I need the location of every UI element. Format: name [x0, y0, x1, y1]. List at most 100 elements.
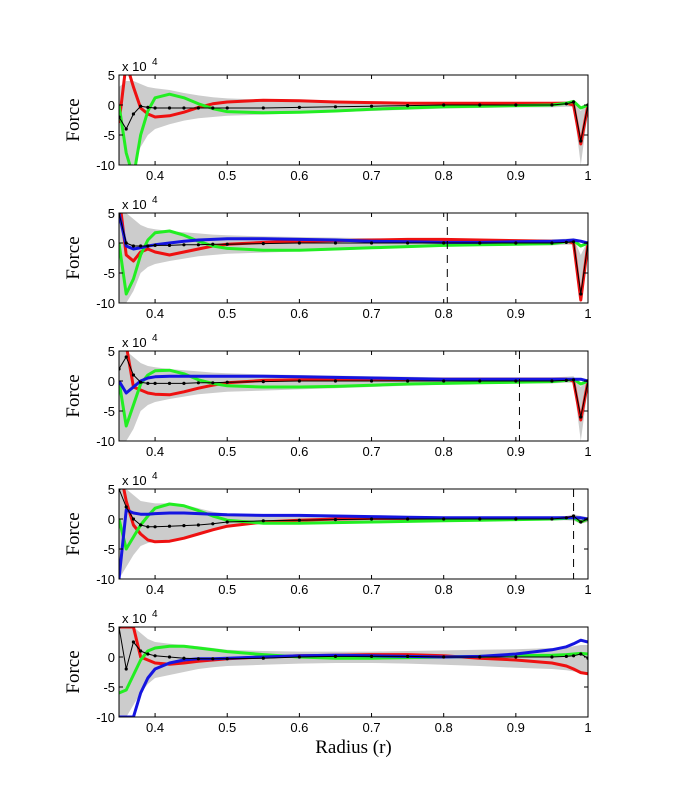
- series-marker: [167, 381, 172, 385]
- series-marker: [211, 522, 215, 526]
- series-marker: [146, 525, 150, 529]
- series-marker: [182, 106, 186, 110]
- y-axis-label: Force: [63, 512, 84, 555]
- series-marker: [564, 378, 568, 382]
- series-marker: [579, 520, 583, 524]
- y-axis-label: Force: [63, 374, 84, 417]
- band: [119, 489, 588, 579]
- series-marker: [571, 654, 576, 658]
- x-tick-label: 0.6: [290, 720, 308, 735]
- plot-area: [119, 213, 588, 303]
- series-marker: [514, 379, 518, 383]
- series-marker: [478, 241, 482, 245]
- x-tick-label: 1: [584, 444, 591, 459]
- series-marker: [139, 244, 143, 248]
- axes-box: [118, 74, 589, 166]
- x-tick-label: 0.4: [146, 720, 164, 735]
- x-tick-label: 0.6: [290, 306, 308, 321]
- y-tick-label: 0: [108, 98, 115, 113]
- series-marker: [131, 373, 136, 377]
- x-tick-label: 1: [584, 306, 591, 321]
- series-marker: [124, 355, 128, 359]
- plot-area: [119, 627, 588, 717]
- series-marker: [131, 244, 136, 248]
- series-line: [119, 374, 588, 395]
- panel: 0.4 0.5 0.6 0.7 0.8 0.9 1 -10 -5 0 5 x 10 4 Force: [63, 471, 592, 597]
- series-marker: [369, 517, 374, 521]
- series-marker: [261, 106, 265, 110]
- x-tick-label: 0.5: [218, 306, 236, 321]
- plot-area: [119, 75, 588, 165]
- x-tick-label: 0.7: [362, 444, 380, 459]
- series-marker: [564, 240, 568, 244]
- series-marker: [225, 380, 229, 384]
- series-marker: [406, 379, 410, 383]
- series-marker: [442, 241, 446, 245]
- series-marker: [196, 657, 200, 661]
- series-marker: [182, 381, 186, 385]
- series-marker: [167, 524, 172, 528]
- x-tick-label: 0.4: [146, 306, 164, 321]
- series-marker: [146, 244, 150, 248]
- multiplier-exponent: 4: [152, 333, 158, 344]
- series-marker: [478, 517, 482, 521]
- y-tick-label: -10: [96, 572, 115, 587]
- x-tick-label: 0.4: [146, 582, 164, 597]
- series-marker: [225, 657, 229, 661]
- series-marker: [571, 240, 576, 244]
- series-marker: [139, 104, 143, 108]
- y-tick-label: 5: [108, 68, 115, 83]
- series-marker: [139, 380, 143, 384]
- multiplier-exponent: 4: [152, 471, 158, 482]
- series-marker: [406, 241, 410, 245]
- y-tick-label: 5: [108, 344, 115, 359]
- series-marker: [478, 379, 482, 383]
- series-marker: [261, 656, 265, 660]
- x-tick-label: 1: [584, 168, 591, 183]
- series-marker: [153, 525, 157, 529]
- series-marker: [478, 655, 482, 659]
- series-marker: [196, 523, 200, 527]
- series-marker: [131, 640, 136, 644]
- x-tick-label: 0.6: [290, 444, 308, 459]
- y-tick-label: 5: [108, 206, 115, 221]
- x-tick-label: 0.8: [435, 444, 453, 459]
- y-tick-label: -5: [103, 680, 115, 695]
- y-axis-label: Force: [63, 98, 84, 141]
- x-tick-label: 0.7: [362, 582, 380, 597]
- y-tick-label: -5: [103, 404, 115, 419]
- series-marker: [225, 520, 229, 524]
- multiplier-exponent: 4: [152, 195, 158, 206]
- series-marker: [153, 381, 157, 385]
- axes-box: [118, 350, 589, 442]
- x-tick-label: 0.8: [435, 306, 453, 321]
- x-tick-label: 0.4: [146, 168, 164, 183]
- series-marker: [225, 106, 229, 110]
- panel: 0.4 0.5 0.6 0.7 0.8 0.9 1 -10 -5 0 5 x 10 4 Force Radi…: [63, 609, 592, 758]
- series-marker: [196, 381, 200, 385]
- y-tick-label: 5: [108, 482, 115, 497]
- x-tick-label: 0.4: [146, 444, 164, 459]
- multiplier: x 10: [122, 611, 147, 626]
- series-marker: [406, 104, 410, 108]
- y-tick-label: 0: [108, 512, 115, 527]
- axes-box: [118, 626, 589, 718]
- series-marker: [139, 523, 143, 527]
- y-tick-label: -5: [103, 266, 115, 281]
- series-marker: [153, 654, 157, 658]
- y-axis-label: Force: [63, 236, 84, 279]
- x-tick-label: 0.6: [290, 168, 308, 183]
- series-marker: [333, 105, 338, 109]
- series-marker: [182, 656, 186, 660]
- multiplier-exponent: 4: [152, 57, 158, 68]
- series-marker: [406, 517, 410, 521]
- axes-box: [118, 212, 589, 304]
- plot-area: [119, 351, 588, 441]
- panel: 0.4 0.5 0.6 0.7 0.8 0.9 1 -10 -5 0 5 x 10 4 Force: [63, 333, 592, 459]
- series-marker: [571, 100, 576, 104]
- x-tick-label: 0.7: [362, 168, 380, 183]
- y-tick-label: -10: [96, 296, 115, 311]
- series-marker: [564, 654, 568, 659]
- series-marker: [261, 380, 265, 384]
- y-axis-label: Force: [63, 650, 84, 693]
